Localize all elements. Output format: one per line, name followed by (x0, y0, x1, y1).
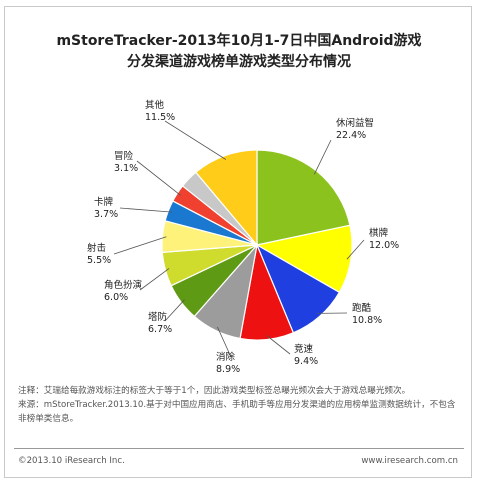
slice-label: 卡牌 (94, 196, 114, 208)
chart-title-line1: mStoreTracker-2013年10月1-7日中国Android游戏 (56, 33, 422, 49)
leader-line (164, 299, 185, 322)
slice-label: 跑酷 (352, 302, 372, 314)
slice-value-label: 6.7% (148, 324, 172, 335)
slice-value-label: 3.1% (114, 163, 138, 174)
pie-slice (194, 149, 258, 247)
leader-line (346, 239, 365, 260)
leader-line (139, 268, 170, 291)
slice-value-label: 22.4% (336, 130, 366, 141)
slice-value-label: 8.9% (216, 364, 240, 375)
slice-value-label: 12.0% (369, 240, 399, 251)
slice-label: 棋牌 (369, 227, 389, 239)
source-note: 来源：mStoreTracker.2013.10.基于对中国应用商店、手机助手等… (18, 400, 456, 424)
slice-label: 消除 (216, 351, 236, 363)
footer-divider (14, 448, 464, 449)
slice-label: 射击 (87, 242, 106, 254)
slice-label: 休闲益智 (336, 117, 374, 129)
leader-line (217, 326, 232, 358)
slice-value-label: 5.5% (87, 255, 111, 266)
leader-line (136, 160, 181, 196)
notes-area: 注释：艾瑞给每款游戏标注的标签大于等于1个，因此游戏类型标签总曝光频次会大于游戏… (18, 384, 458, 426)
slice-label: 塔防 (148, 311, 168, 323)
chart-frame (4, 6, 472, 478)
slice-value-label: 6.0% (104, 292, 128, 303)
slice-label: 角色扮演 (104, 279, 142, 291)
leader-line (266, 335, 291, 355)
website-link: www.iresearch.com.cn (361, 456, 458, 466)
leader-line (113, 236, 167, 255)
leader-line (119, 207, 173, 213)
slice-value-label: 9.4% (294, 356, 318, 367)
leader-line (164, 120, 227, 160)
pie-slice (256, 149, 351, 246)
slice-value-label: 11.5% (145, 112, 175, 123)
footnote: 注释：艾瑞给每款游戏标注的标签大于等于1个，因此游戏类型标签总曝光频次会大于游戏… (18, 386, 411, 396)
slice-label: 其他 (145, 99, 165, 111)
pie-slice (255, 224, 353, 294)
slice-label: 冒险 (114, 150, 134, 162)
slice-value-label: 10.8% (352, 315, 382, 326)
copyright: ©2013.10 iResearch Inc. (18, 456, 125, 466)
chart-title-line2: 分发渠道游戏榜单游戏类型分布情况 (127, 54, 351, 70)
pie-slices (161, 149, 353, 341)
leader-line (313, 139, 332, 175)
slice-value-label: 3.7% (94, 209, 118, 220)
label-leaders (113, 120, 365, 358)
slice-label: 竞速 (294, 343, 314, 355)
